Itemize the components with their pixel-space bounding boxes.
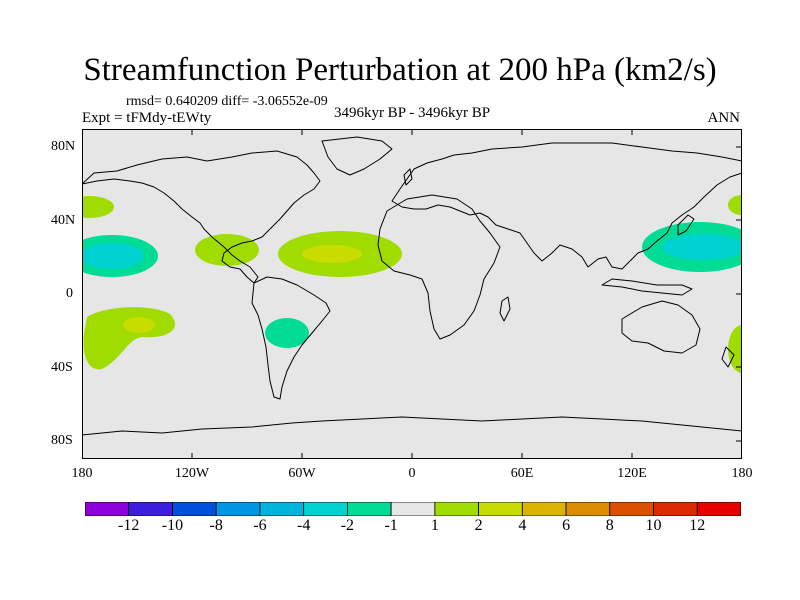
coast-antarctica <box>82 416 742 436</box>
season-label: ANN <box>707 110 741 126</box>
colorbar-label: -6 <box>253 517 267 534</box>
coast-indonesia <box>601 278 693 296</box>
contour-fill-layer <box>82 195 742 373</box>
colorbar-swatch-1 <box>128 502 173 516</box>
contour-northwest-pacific-inner <box>662 234 742 260</box>
colorbar-swatch-10 <box>521 502 567 516</box>
coast-north-america <box>82 150 321 284</box>
colorbar-swatch-11 <box>565 502 611 516</box>
coast-africa <box>377 194 501 340</box>
axis-ticks <box>82 129 742 459</box>
lat-label-40s: 40S <box>51 360 73 375</box>
colorbar-swatch-6 <box>346 502 392 516</box>
coastlines <box>82 136 742 436</box>
map-title: Streamfunction Perturbation at 200 hPa (… <box>83 52 717 88</box>
colorbar-swatch-7 <box>390 502 436 516</box>
coast-japan <box>677 214 695 236</box>
colorbar-label: -1 <box>384 517 398 534</box>
colorbar-swatch-13 <box>653 502 698 516</box>
colorbar-swatch-0 <box>85 502 130 516</box>
colorbar-label: -2 <box>340 517 355 534</box>
colorbar <box>85 502 741 516</box>
lon-label-180-right: 180 <box>731 466 753 481</box>
experiment-label: Expt = tFMdy-tEWty <box>82 110 212 126</box>
lat-label-80n: 80N <box>51 139 76 154</box>
lat-label-80s: 80S <box>51 433 73 448</box>
lat-label-0: 0 <box>66 286 73 301</box>
colorbar-label: 6 <box>562 517 571 534</box>
colorbar-label: 8 <box>605 517 614 534</box>
contour-south-pacific-inner <box>123 317 155 333</box>
colorbar-swatch-9 <box>478 502 523 516</box>
contour-north-atlantic-inner <box>302 245 362 263</box>
colorbar-swatch-12 <box>609 502 654 516</box>
colorbar-label: -8 <box>209 517 223 534</box>
colorbar-label: -10 <box>161 517 184 534</box>
lon-label-60e: 60E <box>510 466 534 481</box>
coast-greenland <box>321 136 393 176</box>
coast-new-zealand <box>721 346 735 368</box>
contour-east-pacific-north <box>82 196 114 218</box>
coast-uk <box>403 168 413 186</box>
coast-madagascar <box>499 296 511 322</box>
colorbar-swatch-2 <box>172 502 217 516</box>
colorbar-swatch-5 <box>303 502 348 516</box>
contour-dateline-north <box>728 195 742 215</box>
coast-eurasia <box>391 142 742 270</box>
contour-central-pacific-north-inner <box>82 243 144 269</box>
colorbar-label: -12 <box>118 517 140 534</box>
lon-label-120w: 120W <box>174 466 210 481</box>
world-map <box>82 129 742 459</box>
colorbar-swatch-14 <box>696 502 741 516</box>
colorbar-label: 1 <box>430 517 439 534</box>
colorbar-swatch-4 <box>259 502 305 516</box>
lon-label-0: 0 <box>408 466 416 481</box>
period-label: 3496kyr BP - 3496kyr BP <box>333 105 491 121</box>
coast-south-america <box>251 276 331 400</box>
colorbar-swatch-3 <box>215 502 261 516</box>
colorbar-label: 10 <box>645 517 662 534</box>
lon-label-60w: 60W <box>288 466 316 481</box>
colorbar-label: -4 <box>296 517 311 534</box>
colorbar-label: 4 <box>518 517 527 534</box>
coast-australia <box>621 300 701 354</box>
map-background <box>82 129 742 459</box>
lon-label-180-left: 180 <box>71 466 93 481</box>
colorbar-swatch-8 <box>434 502 479 516</box>
colorbar-label: 2 <box>474 517 483 534</box>
rmsd-diff-stats: rmsd= 0.640209 diff= -3.06552e-09 <box>126 94 328 109</box>
lon-label-120e: 120E <box>617 466 647 481</box>
contour-south-america <box>265 318 309 348</box>
colorbar-label: 12 <box>689 517 706 534</box>
lat-label-40n: 40N <box>51 213 76 228</box>
